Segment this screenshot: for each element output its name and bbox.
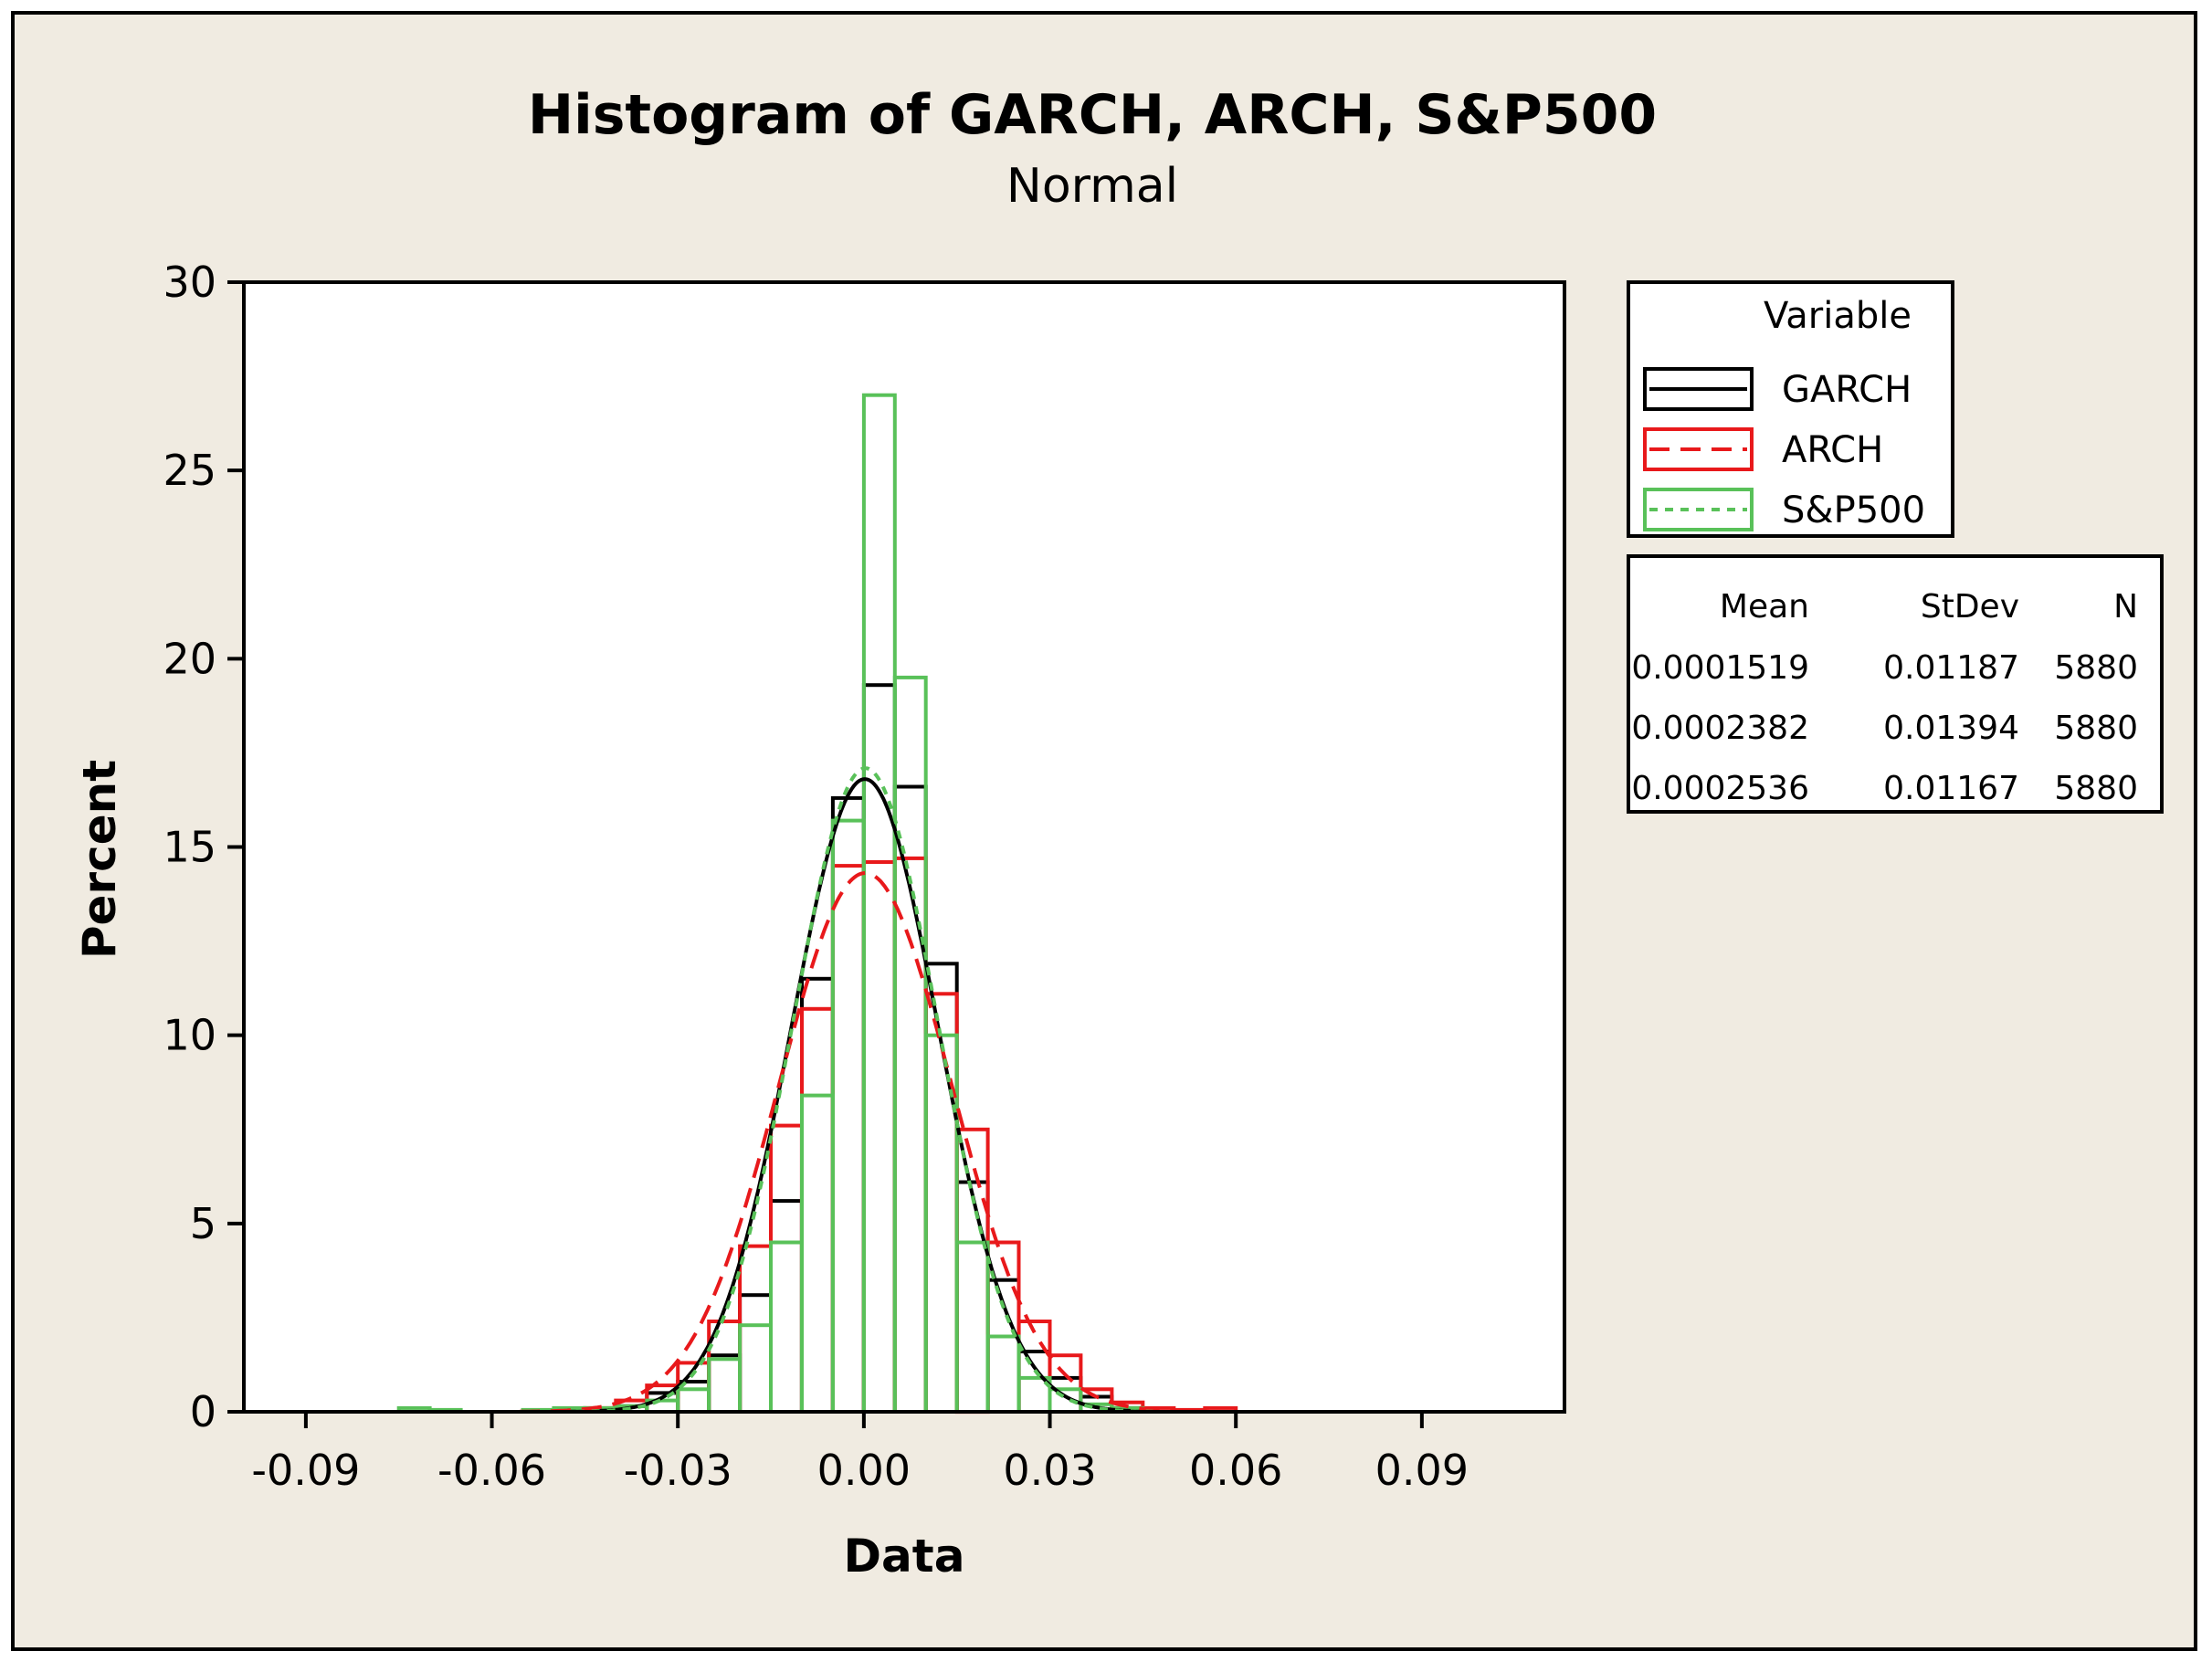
legend-label: GARCH xyxy=(1782,369,1912,411)
y-tick-label: 25 xyxy=(163,446,216,495)
stats-cell: 5880 xyxy=(2054,649,2138,687)
stats-cell: 0.01394 xyxy=(1883,710,2019,747)
y-tick-label: 30 xyxy=(163,258,216,307)
stats-box xyxy=(1627,554,2164,814)
stats-cell: 5880 xyxy=(2054,710,2138,747)
legend-entries: GARCH ARCH S&P500 xyxy=(1643,367,1925,531)
y-axis-label: Percent xyxy=(73,760,126,959)
fit-curve-s-p500 xyxy=(575,766,1153,1414)
fit-curve-arch xyxy=(520,870,1209,1414)
legend-label: S&P500 xyxy=(1782,489,1925,531)
histogram-chart: Histogram of GARCH, ARCH, S&P500 Normal … xyxy=(73,83,2164,1583)
stats-header: N xyxy=(2113,588,2138,626)
x-tick-label: -0.06 xyxy=(437,1446,546,1495)
y-tick-label: 20 xyxy=(163,634,216,683)
x-axis-label: Data xyxy=(844,1530,965,1583)
y-tick-label: 5 xyxy=(190,1199,216,1248)
stats-header: Mean xyxy=(1720,588,1809,626)
legend: Variable GARCH ARCH S&P500 xyxy=(1627,280,1954,538)
legend-title: Variable xyxy=(1764,295,1912,337)
chart-title: Histogram of GARCH, ARCH, S&P500 xyxy=(528,83,1657,147)
stats-cell: 0.0002536 xyxy=(1631,770,1809,807)
x-tick-label: 0.03 xyxy=(1003,1446,1096,1495)
stats-table: Mean StDev N 0.0001519 0.01187 5880 0.0002382 0… xyxy=(1627,554,2164,814)
chart-subtitle: Normal xyxy=(1006,159,1178,214)
x-tick-label: -0.03 xyxy=(624,1446,732,1495)
stats-cell: 0.01167 xyxy=(1883,770,2019,807)
legend-label: ARCH xyxy=(1782,429,1883,471)
y-tick-label: 15 xyxy=(163,823,216,872)
stats-cell: 0.0002382 xyxy=(1631,710,1809,747)
chart-frame: Histogram of GARCH, ARCH, S&P500 Normal … xyxy=(11,11,2197,1651)
stats-cells: Mean StDev N 0.0001519 0.01187 5880 0.0002382 0… xyxy=(1631,588,2138,807)
x-tick-label: 0.00 xyxy=(817,1446,911,1495)
x-tick-label: -0.09 xyxy=(251,1446,360,1495)
normal-fit-curves xyxy=(520,766,1209,1414)
stats-cell: 5880 xyxy=(2054,770,2138,807)
x-tick-label: 0.09 xyxy=(1375,1446,1469,1495)
stats-header: StDev xyxy=(1921,588,2019,626)
x-tick-label: 0.06 xyxy=(1189,1446,1282,1495)
axes: -0.09 -0.06 -0.03 0.00 0.03 0.06 0.09 0 5 10 15 20 2… xyxy=(163,258,1469,1495)
stats-cell: 0.0001519 xyxy=(1631,649,1809,687)
y-tick-label: 10 xyxy=(163,1011,216,1060)
y-tick-label: 0 xyxy=(190,1387,216,1436)
stats-cell: 0.01187 xyxy=(1883,649,2019,687)
